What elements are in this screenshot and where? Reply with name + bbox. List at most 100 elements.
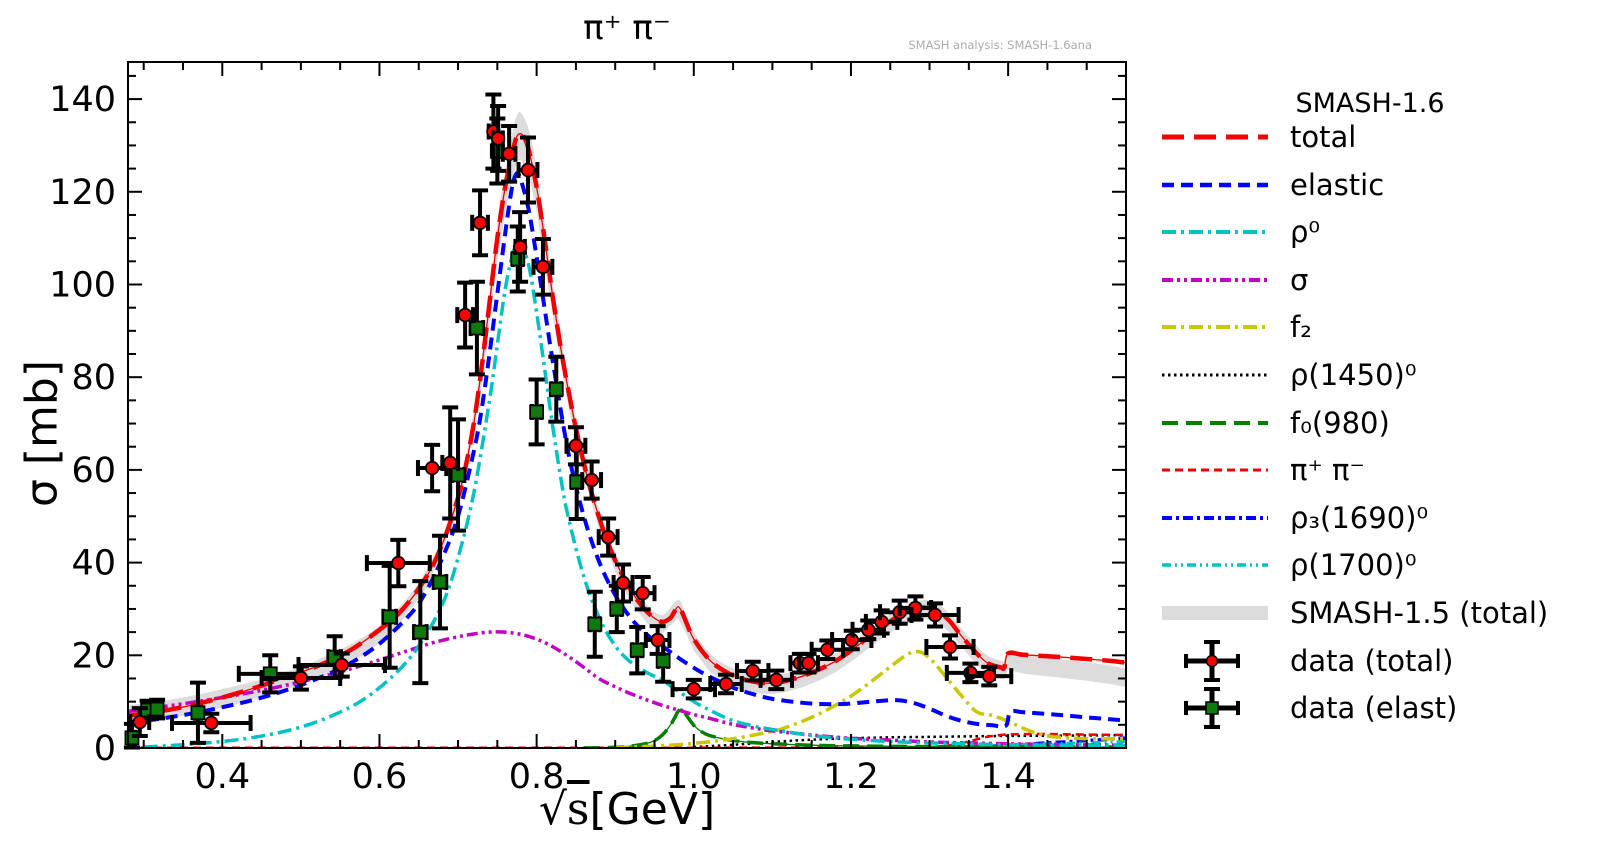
data-point — [381, 563, 398, 670]
data-point — [490, 104, 507, 173]
marker-circle — [334, 657, 349, 673]
marker-square — [149, 701, 165, 717]
data-point — [531, 237, 555, 297]
marker-square — [587, 616, 603, 632]
y-tick-label: 60 — [71, 451, 116, 491]
marker-circle — [512, 239, 528, 255]
data-point — [596, 516, 620, 558]
legend-label-f0_980: f₀(980) — [1290, 405, 1390, 440]
legend-entry-f2: f₂ — [1150, 303, 1312, 351]
data-point — [548, 354, 565, 424]
legend-label-sigma: σ — [1290, 262, 1309, 297]
marker-circle — [718, 676, 734, 692]
y-tick-label: 140 — [49, 80, 116, 120]
marker-circle — [650, 632, 665, 648]
legend-entry-total: total — [1150, 113, 1356, 161]
legend-entry-pipi: π⁺ π⁻ — [1150, 446, 1365, 494]
plot-frame — [127, 61, 1127, 749]
curves-layer — [128, 111, 1126, 748]
marker-circle — [861, 622, 876, 638]
marker-circle — [635, 585, 650, 601]
legend-sample-f0_980 — [1162, 420, 1268, 425]
ticks — [128, 62, 1126, 749]
marker-circle — [457, 307, 473, 323]
curve-sigma — [128, 630, 1126, 747]
marker-circle — [927, 607, 943, 623]
legend-sample-rho3_1690 — [1162, 515, 1268, 520]
data-point — [431, 533, 449, 631]
marker-circle — [391, 555, 406, 571]
x-tick-label: 0.8 — [509, 757, 565, 797]
marker-square — [629, 642, 645, 658]
sqrt-symbol: √ — [538, 784, 567, 835]
marker-square — [412, 624, 428, 640]
data-point — [412, 579, 429, 686]
marker-circle — [520, 162, 536, 178]
marker-square — [432, 574, 448, 590]
marker-circle — [501, 146, 517, 161]
marker-circle — [615, 575, 631, 591]
curve-total-underlay — [128, 133, 1126, 717]
legend-label-pipi: π⁺ π⁻ — [1290, 453, 1365, 488]
data-point — [512, 210, 529, 284]
marker-square — [655, 653, 671, 669]
marker-square — [190, 705, 206, 721]
data-point — [149, 697, 166, 721]
marker-circle — [745, 663, 760, 679]
marker-square — [469, 320, 485, 336]
legend-entry-rho1450: ρ(1450)⁰ — [1150, 351, 1416, 399]
data-point — [643, 624, 672, 656]
legend-sample-data_total — [1184, 639, 1240, 682]
legend-label-rho1700: ρ(1700)⁰ — [1290, 548, 1417, 583]
legend-label-rho0: ρ⁰ — [1290, 215, 1321, 250]
y-axis-label: σ [mb] — [16, 360, 68, 507]
data-point — [455, 280, 475, 350]
marker-circle — [204, 715, 219, 731]
chart-title: π⁺ π⁻ — [583, 8, 671, 48]
legend-entry-sigma: σ — [1150, 256, 1308, 304]
x-axis-unit: [GeV] — [589, 784, 716, 835]
y-tick-label: 40 — [71, 544, 116, 584]
marker-square — [548, 381, 564, 397]
marker-circle — [769, 672, 784, 688]
legend-entry-f0_980: f₀(980) — [1150, 399, 1390, 447]
legend-label-total: total — [1290, 120, 1357, 154]
legend-sample-band — [1162, 606, 1268, 620]
curve-f0_980 — [583, 707, 1126, 748]
legend-label-rho1450: ρ(1450)⁰ — [1290, 358, 1417, 392]
curve-f2 — [615, 649, 1126, 748]
data-point — [564, 425, 588, 467]
band-smash-1-5 — [128, 111, 1126, 724]
legend-label-elastic: elastic — [1290, 167, 1385, 202]
curve-elastic — [128, 171, 1126, 729]
marker-circle — [942, 639, 958, 655]
series-data_total — [128, 92, 1014, 738]
legend-sample-f2 — [1162, 325, 1268, 330]
legend-sample-sigma — [1162, 277, 1268, 282]
x-axis-label: √s[GeV] — [128, 784, 1126, 835]
legend-label-band: SMASH-1.5 (total) — [1290, 596, 1549, 630]
legend-sample-total — [1162, 134, 1268, 140]
legend-entry-elastic: elastic — [1150, 161, 1384, 209]
marker-circle — [686, 681, 701, 697]
marker-circle — [442, 455, 458, 471]
marker-circle — [568, 438, 584, 453]
y-tick-label: 80 — [71, 358, 116, 398]
data-point — [797, 651, 820, 675]
data-point — [586, 589, 603, 659]
legend-entry-data_total: data (total) — [1150, 637, 1453, 685]
data-point — [170, 711, 253, 735]
data-point — [965, 664, 1014, 688]
legend-sample-rho1700 — [1162, 563, 1268, 568]
legend-label-data_elast: data (elast) — [1290, 691, 1458, 726]
marker-circle — [132, 714, 147, 730]
legend-entry-data_elast: data (elast) — [1150, 684, 1457, 732]
marker-circle — [982, 668, 997, 684]
data-point — [516, 135, 540, 205]
legend: SMASH-1.6 total elastic ρ⁰ σ f₂ ρ(1450)⁰ f₀(98… — [1150, 0, 1595, 740]
data-point — [924, 633, 976, 661]
y-tick-label: 100 — [49, 265, 116, 305]
legend-title: SMASH-1.6 — [1295, 88, 1445, 119]
data-point — [909, 601, 961, 629]
legend-entry-rho0: ρ⁰ — [1150, 208, 1320, 256]
